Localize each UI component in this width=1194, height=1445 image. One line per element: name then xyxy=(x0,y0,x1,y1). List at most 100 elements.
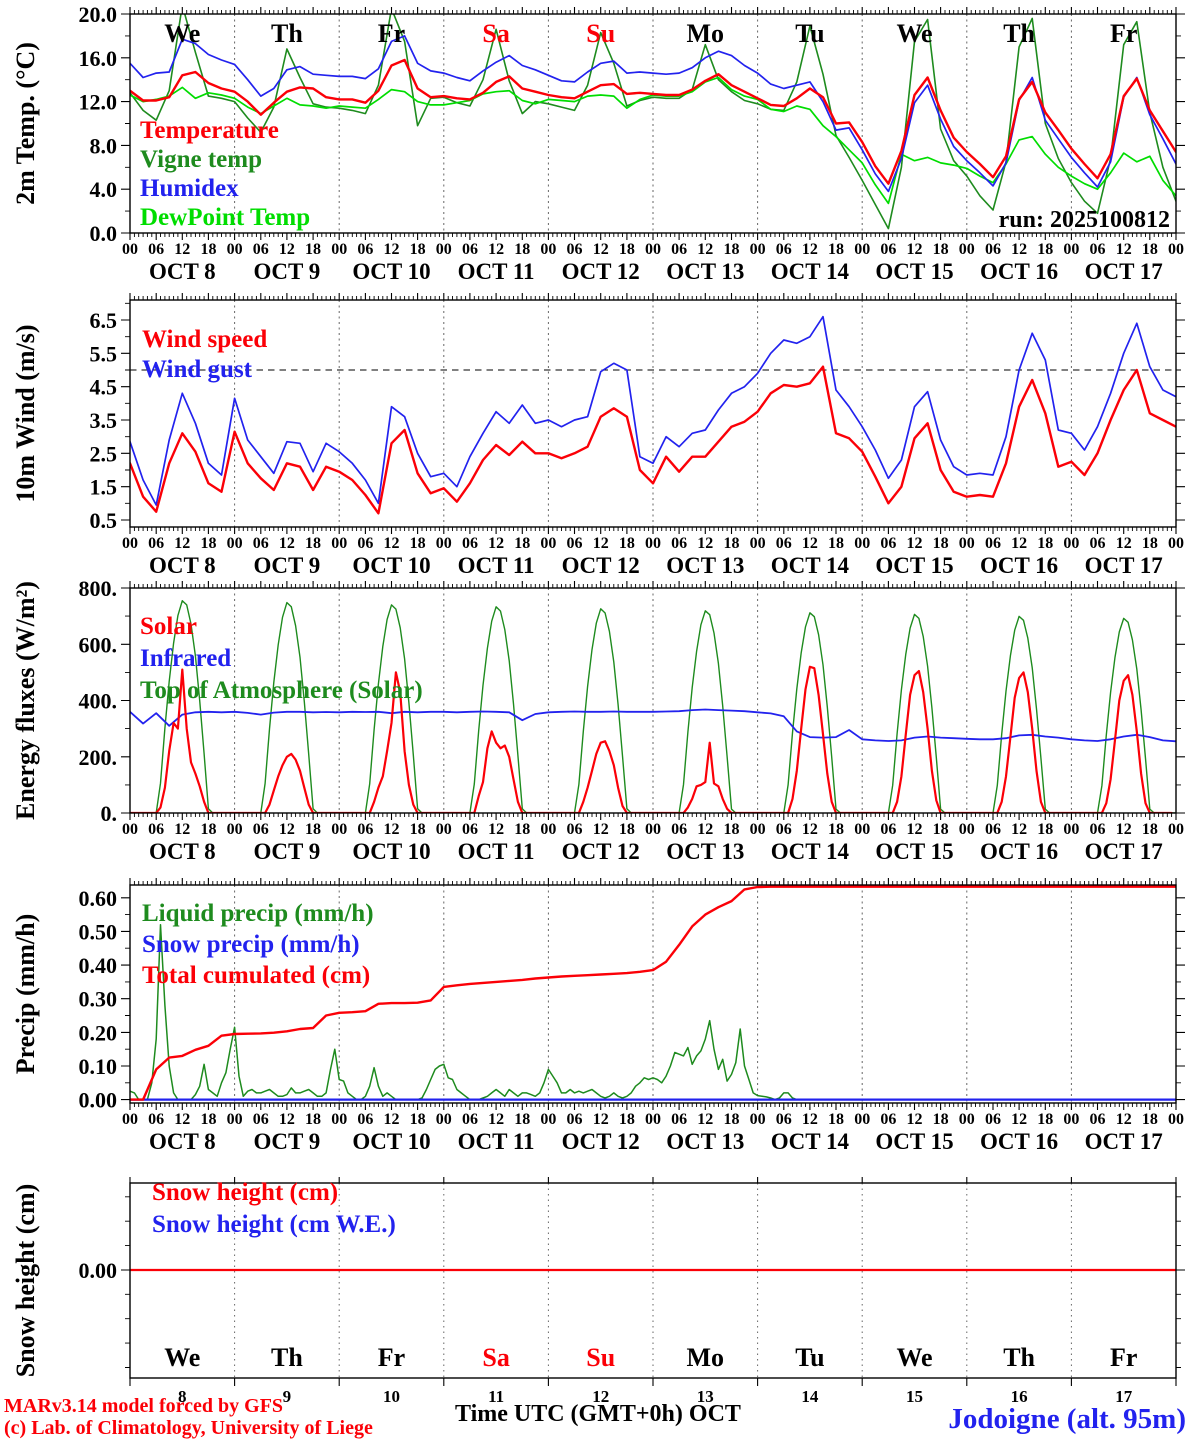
x-major-ticks xyxy=(129,293,1177,534)
panel-wind: 0.5 1.5 2.5 3.5 4.5 5.5 6.5 10m Wind (m/s) 00 06 1… xyxy=(11,293,1185,578)
hour-label: 06 xyxy=(671,241,687,258)
y-tick-label-wind: 6.5 xyxy=(90,308,118,333)
hour-label: 06 xyxy=(253,535,269,552)
date-label: OCT 10 xyxy=(352,839,430,864)
series-group-temperature xyxy=(130,14,1176,230)
hour-label: 18 xyxy=(933,241,949,258)
hour-label: 00 xyxy=(436,241,452,258)
hour-label: 12 xyxy=(697,1111,713,1128)
y-tick-label-energy: 600. xyxy=(79,632,118,657)
date-label: OCT 13 xyxy=(666,553,744,578)
hour-label: 12 xyxy=(488,1111,504,1128)
legend-temperature-2: Humidex xyxy=(140,175,239,202)
hour-label: 00 xyxy=(645,241,661,258)
hour-label: 00 xyxy=(750,535,766,552)
x-minor-ticks xyxy=(133,296,1173,531)
hour-label: 00 xyxy=(645,535,661,552)
y-tick-label-wind: 5.5 xyxy=(90,341,118,366)
day-name-label-bottom: Tu xyxy=(795,1343,824,1372)
hour-label: 00 xyxy=(959,821,975,838)
y-axis-title-wind: 10m Wind (m/s) xyxy=(11,324,40,502)
hour-label: 06 xyxy=(880,821,896,838)
hour-label: 18 xyxy=(619,821,635,838)
x-major-ticks xyxy=(129,1177,1177,1386)
hour-label: 18 xyxy=(933,535,949,552)
hour-label: 06 xyxy=(357,821,373,838)
hour-label: 06 xyxy=(462,535,478,552)
hour-label: 12 xyxy=(488,535,504,552)
hour-label: 18 xyxy=(200,535,216,552)
hour-label: 00 xyxy=(331,241,347,258)
day-name-label-top: Th xyxy=(1003,19,1035,48)
hour-label: 06 xyxy=(776,1111,792,1128)
hour-label: 12 xyxy=(279,535,295,552)
hour-label: 12 xyxy=(1116,821,1132,838)
hour-label: 00 xyxy=(854,241,870,258)
hour-label: 00 xyxy=(1168,821,1184,838)
hour-label: 12 xyxy=(907,821,923,838)
date-label: OCT 17 xyxy=(1085,553,1163,578)
date-label: OCT 8 xyxy=(149,259,216,284)
station-label: Jodoigne (alt. 95m) xyxy=(948,1403,1186,1435)
y-minor-ticks xyxy=(125,302,1181,504)
hour-label: 00 xyxy=(436,535,452,552)
date-label: OCT 9 xyxy=(254,839,321,864)
day-name-label-bottom: Fr xyxy=(378,1343,405,1372)
hour-label: 18 xyxy=(723,821,739,838)
day-name-label-top: Th xyxy=(271,19,303,48)
hour-label: 06 xyxy=(462,1111,478,1128)
hour-label: 06 xyxy=(567,535,583,552)
y-minor-ticks xyxy=(125,615,1181,786)
hour-label: 12 xyxy=(593,241,609,258)
date-label: OCT 13 xyxy=(666,1129,744,1154)
date-label: OCT 9 xyxy=(254,553,321,578)
day-number-label: 9 xyxy=(283,1387,292,1406)
hour-label: 12 xyxy=(384,1111,400,1128)
day-name-label-bottom: Mo xyxy=(687,1343,725,1372)
hour-label: 18 xyxy=(410,535,426,552)
day-name-label-top: Sa xyxy=(482,19,509,48)
day-number-label: 10 xyxy=(383,1387,400,1406)
day-name-label-bottom: We xyxy=(164,1343,200,1372)
x-minor-ticks xyxy=(133,584,1173,817)
hour-label: 06 xyxy=(880,535,896,552)
hour-label: 12 xyxy=(697,535,713,552)
hour-label: 18 xyxy=(514,1111,530,1128)
hour-label: 06 xyxy=(567,1111,583,1128)
day-name-label-top: Su xyxy=(586,19,615,48)
date-label: OCT 9 xyxy=(254,259,321,284)
hour-label: 00 xyxy=(854,821,870,838)
date-label: OCT 8 xyxy=(149,553,216,578)
hour-label: 12 xyxy=(1116,1111,1132,1128)
hour-label: 00 xyxy=(645,1111,661,1128)
run-label: run: 2025100812 xyxy=(999,207,1170,233)
series-wind_speed xyxy=(130,365,1176,515)
date-label: OCT 14 xyxy=(771,1129,850,1154)
y-axis-title-snow: Snow height (cm) xyxy=(11,1184,40,1378)
y-tick-label-wind: 2.5 xyxy=(90,441,118,466)
hour-label: 06 xyxy=(253,1111,269,1128)
series-group-precip xyxy=(130,885,1176,1101)
y-major-ticks xyxy=(121,897,1185,1101)
hour-label: 06 xyxy=(148,1111,164,1128)
hour-label: 00 xyxy=(750,1111,766,1128)
day-name-label-top: Fr xyxy=(378,19,405,48)
hour-label: 00 xyxy=(645,821,661,838)
hour-label: 06 xyxy=(357,241,373,258)
legend-precip-0: Liquid precip (mm/h) xyxy=(142,900,374,927)
hour-label: 18 xyxy=(1142,821,1158,838)
hour-label: 18 xyxy=(305,821,321,838)
hour-label: 06 xyxy=(253,821,269,838)
y-major-ticks xyxy=(121,319,1185,521)
hour-label: 06 xyxy=(1090,821,1106,838)
hour-label: 18 xyxy=(305,1111,321,1128)
day-number-label: 16 xyxy=(1011,1387,1028,1406)
hour-label: 00 xyxy=(540,535,556,552)
hour-label: 06 xyxy=(1090,1111,1106,1128)
y-tick-label-temperature: 0.0 xyxy=(90,221,118,246)
hour-label: 18 xyxy=(514,821,530,838)
hour-label: 12 xyxy=(1011,821,1027,838)
hour-label: 12 xyxy=(174,241,190,258)
hour-label: 00 xyxy=(540,1111,556,1128)
date-label: OCT 16 xyxy=(980,839,1058,864)
